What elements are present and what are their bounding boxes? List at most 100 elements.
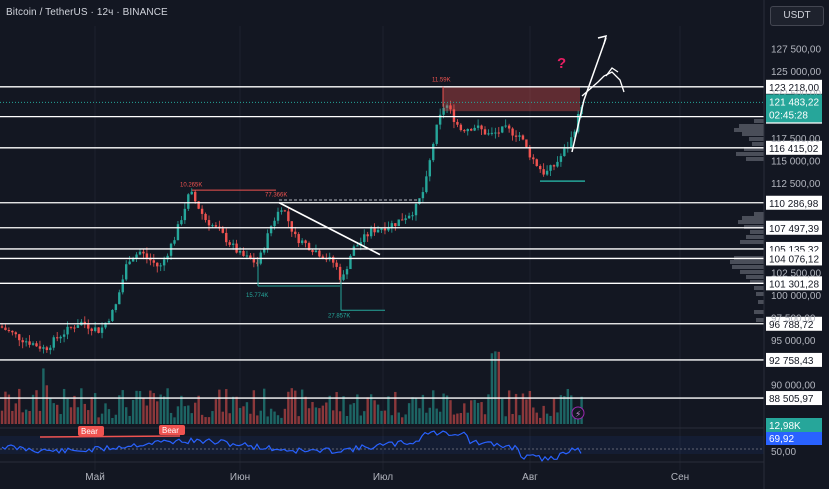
candle-body [159,265,162,267]
volume-bar [207,417,211,424]
volume-bar [225,389,228,424]
candle-body [207,220,211,226]
candle-body [131,258,135,262]
volume-bar [131,399,135,424]
volume-bar [363,411,366,424]
candle-body [404,218,407,221]
volume-bar [49,398,52,424]
volume-bar [428,407,431,424]
candle-body [66,326,69,335]
candle-body [487,133,490,135]
candle-body [314,250,318,253]
level-label-bg-2 [766,140,822,155]
volume-bar [287,391,290,424]
volume-bar [442,393,445,424]
volume-bar [66,398,69,424]
volume-profile-bar [746,157,764,161]
candle-body [197,201,200,209]
volume-bar [266,416,269,424]
volume-bar [397,412,400,424]
volume-bar [559,395,563,424]
volume-bar [345,415,349,424]
volume-bar [376,404,380,424]
candle-body [380,228,383,230]
volume-bar [80,388,83,424]
currency-button[interactable]: USDT [770,6,824,26]
volume-bar [128,415,131,424]
candle-body [483,129,487,135]
volume-bar [535,412,538,424]
price-tick-6: 102 500,00 [771,269,821,280]
candle-body [542,169,545,175]
candle-body [194,191,197,202]
volume-bar [269,408,273,424]
volume-bar [338,411,342,424]
volume-bar [445,395,449,424]
candle-body [263,249,266,253]
candle-body [256,262,259,264]
volume-bar [552,398,556,424]
symbol-title[interactable]: Bitcoin / TetherUS · 12ч · BINANCE [6,7,168,18]
volume-bar [138,391,142,424]
candle-body [269,226,273,234]
volume-bar [76,407,80,424]
candle-body [4,327,7,331]
candle-body [449,105,452,110]
volume-bar [318,408,321,424]
volume-bar [249,413,252,424]
candle-body [135,254,138,259]
volume-profile-bar [758,300,764,304]
volume-bar [235,396,238,424]
candle-body [283,210,287,212]
volume-bar [525,399,528,424]
level-label-6: 104 076,12 [769,254,819,265]
rsi-line [1,430,582,463]
volume-bar [259,410,262,424]
volume-bar [28,411,31,424]
volume-bar [197,395,200,424]
candle-body [142,251,145,254]
volume-profile-bar [744,225,764,229]
time-label-3: Авг [522,472,538,483]
projection-up-arrow [571,37,607,153]
level-label-bg-9 [766,352,822,367]
candle-body [476,125,480,128]
volume-bar [190,413,193,424]
volume-bar [504,416,507,424]
candle-body [356,245,359,247]
candle-body [156,262,159,267]
volume-bar [359,415,362,424]
volume-bar [473,399,476,424]
candle-body [338,266,342,280]
candle-body [435,124,438,144]
candle-body [445,105,449,108]
volume-bar [256,415,259,424]
volume-bar [459,413,463,424]
candle-body [145,253,149,258]
candle-body [511,128,514,136]
volume-bar [211,411,214,424]
candle-body [287,211,290,222]
candle-body [459,124,463,131]
level-label-bg-4 [766,220,822,235]
level-label-bg-8 [766,316,822,331]
candle-body [266,233,269,250]
candle-body [300,240,304,244]
level-label-9: 92 758,43 [769,356,814,367]
candle-body [276,211,280,221]
candle-body [401,219,404,221]
volume-bar [411,397,414,424]
volume-bar [149,390,152,424]
candle-body [180,220,183,225]
candle-body [525,139,528,147]
candle-body [280,210,283,212]
candle-body [31,343,35,345]
volume-profile-bar [756,318,764,322]
volume-profile-bar [732,265,764,269]
level-label-bg-7 [766,276,822,291]
volume-bar [176,406,180,424]
volume-bar [118,395,121,424]
candle-body [252,258,256,263]
candle-body [97,327,100,333]
